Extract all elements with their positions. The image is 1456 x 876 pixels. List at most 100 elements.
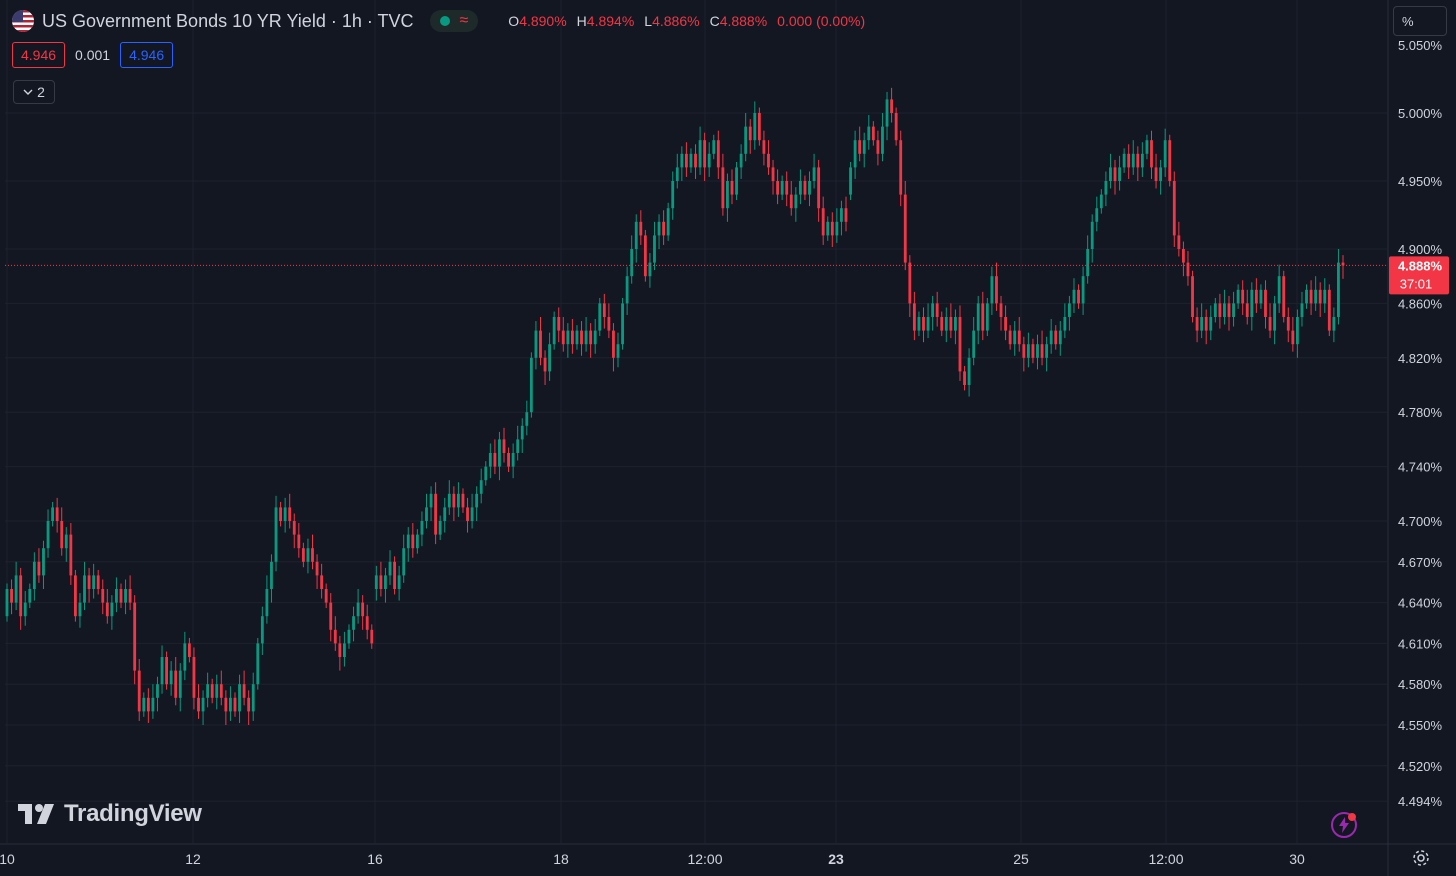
candle — [502, 427, 506, 463]
candle — [940, 311, 944, 337]
candle — [46, 509, 50, 558]
candle — [292, 513, 296, 549]
tradingview-logo-icon — [18, 804, 54, 824]
market-status[interactable]: ≈ — [429, 10, 479, 32]
candle — [894, 107, 898, 146]
ohlc-open: O4.890% — [508, 13, 567, 29]
candle — [602, 293, 606, 329]
candle — [881, 113, 884, 162]
candle — [657, 214, 661, 249]
candle — [735, 161, 738, 201]
candle — [912, 291, 916, 341]
candle — [393, 556, 396, 595]
candle — [165, 651, 169, 690]
candle — [922, 307, 925, 343]
candle — [552, 311, 556, 350]
candle — [87, 567, 91, 603]
candle — [306, 538, 310, 574]
candle — [858, 126, 862, 162]
candle — [1036, 334, 1039, 370]
candle — [83, 561, 86, 611]
candle — [1095, 196, 1099, 232]
candle — [1118, 155, 1121, 191]
candle — [1186, 251, 1190, 286]
candle — [744, 113, 748, 162]
candle — [1227, 295, 1231, 331]
candle — [402, 534, 406, 583]
candle — [415, 529, 419, 554]
candle — [365, 604, 369, 640]
candle — [1140, 142, 1144, 177]
candle — [124, 579, 127, 615]
ohlc-high: H4.894% — [576, 13, 635, 29]
bid-ask-row: 4.946 0.001 4.946 — [12, 42, 174, 68]
candle — [443, 497, 447, 533]
candle — [844, 196, 848, 232]
symbol-title[interactable]: US Government Bonds 10 YR Yield · 1h · T… — [42, 10, 414, 31]
y-tick-label: 4.860% — [1398, 296, 1443, 311]
price-unit-button[interactable]: % — [1393, 6, 1447, 36]
candle — [539, 317, 542, 366]
candle — [1145, 134, 1149, 160]
x-tick-label: 30 — [1289, 851, 1305, 867]
candle — [1204, 309, 1208, 345]
ohlc-close: C4.888% — [709, 13, 768, 29]
wave-icon: ≈ — [459, 12, 469, 29]
candle — [247, 690, 251, 725]
candle — [229, 686, 232, 721]
candle — [210, 678, 214, 704]
candle — [1090, 214, 1094, 263]
candle — [753, 101, 757, 150]
candle — [311, 534, 314, 570]
candle — [694, 144, 697, 179]
candle — [634, 214, 638, 263]
candle — [174, 657, 178, 706]
candle — [862, 132, 866, 168]
candle — [1068, 295, 1071, 331]
candle — [808, 171, 811, 207]
candle — [575, 325, 579, 350]
candle — [96, 569, 100, 595]
candle — [871, 121, 875, 146]
candle — [890, 87, 894, 123]
tradingview-watermark[interactable]: TradingView — [18, 800, 202, 828]
flash-icon[interactable] — [1330, 811, 1358, 839]
gear-icon[interactable] — [1411, 848, 1431, 868]
candle — [493, 439, 497, 475]
candle — [338, 635, 342, 671]
candle — [1250, 282, 1254, 331]
candle — [105, 589, 109, 624]
candle — [653, 221, 656, 271]
candle — [1077, 284, 1080, 309]
candle — [320, 563, 324, 599]
candle — [757, 107, 761, 146]
candle — [739, 144, 743, 179]
candle — [903, 181, 907, 271]
candle — [279, 501, 282, 527]
candle — [566, 323, 570, 358]
candle — [256, 637, 260, 690]
candle — [680, 146, 684, 181]
candle — [466, 497, 469, 533]
candle — [1332, 307, 1336, 343]
candle — [520, 418, 524, 453]
candle — [830, 212, 834, 247]
candle — [1150, 130, 1153, 179]
candle — [867, 115, 871, 150]
chevron-down-icon — [23, 89, 33, 95]
y-tick-label: 4.610% — [1398, 636, 1443, 651]
buy-price-button[interactable]: 4.946 — [120, 42, 174, 68]
candle — [1213, 297, 1217, 323]
candle — [1163, 128, 1167, 177]
candle — [917, 311, 921, 337]
candle — [716, 130, 720, 179]
indicators-collapse-button[interactable]: 2 — [13, 80, 55, 104]
candle — [712, 134, 716, 160]
candle — [954, 309, 957, 345]
sell-price-button[interactable]: 4.946 — [12, 42, 66, 68]
y-tick-label: 4.700% — [1398, 514, 1443, 529]
candles — [5, 87, 1345, 725]
candle — [1254, 278, 1258, 313]
candle — [1154, 153, 1158, 189]
